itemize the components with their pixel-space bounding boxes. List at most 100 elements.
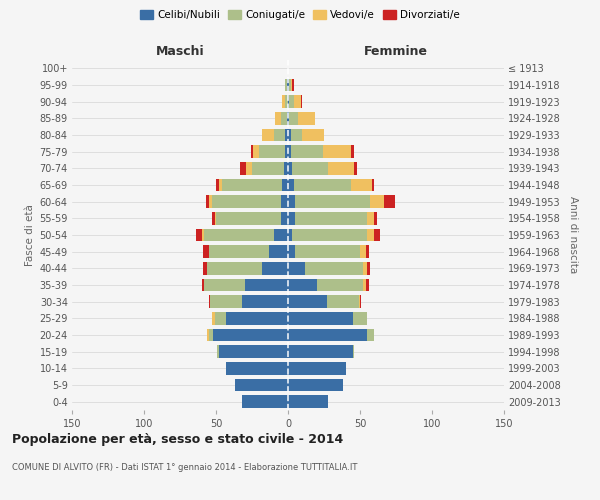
- Bar: [281, 112, 287, 124]
- Bar: [367, 329, 374, 341]
- Bar: [282, 179, 288, 192]
- Text: COMUNE DI ALVITO (FR) - Dati ISTAT 1° gennaio 2014 - Elaborazione TUTTITALIA.IT: COMUNE DI ALVITO (FR) - Dati ISTAT 1° ge…: [12, 462, 358, 471]
- Bar: [323, 146, 352, 158]
- Bar: [253, 146, 259, 158]
- Bar: [295, 246, 360, 258]
- Bar: [292, 162, 328, 174]
- Bar: [366, 279, 368, 291]
- Bar: [291, 146, 323, 158]
- Bar: [219, 179, 222, 192]
- Bar: [367, 262, 370, 274]
- Bar: [202, 279, 205, 291]
- Bar: [359, 296, 360, 308]
- Bar: [206, 196, 209, 208]
- Bar: [288, 246, 295, 258]
- Bar: [292, 79, 294, 92]
- Bar: [282, 96, 285, 108]
- Bar: [219, 346, 288, 358]
- Bar: [208, 329, 209, 341]
- Bar: [328, 162, 354, 174]
- Bar: [245, 279, 288, 291]
- Bar: [205, 279, 245, 291]
- Bar: [289, 96, 294, 108]
- Bar: [288, 262, 305, 274]
- Bar: [212, 196, 281, 208]
- Bar: [235, 379, 288, 391]
- Bar: [209, 196, 212, 208]
- Bar: [374, 229, 380, 241]
- Bar: [252, 162, 284, 174]
- Bar: [288, 96, 289, 108]
- Bar: [288, 346, 353, 358]
- Bar: [262, 129, 274, 141]
- Bar: [289, 112, 298, 124]
- Bar: [288, 129, 291, 141]
- Bar: [288, 296, 327, 308]
- Bar: [281, 196, 288, 208]
- Bar: [269, 246, 288, 258]
- Bar: [226, 312, 288, 324]
- Bar: [363, 279, 366, 291]
- Bar: [363, 262, 367, 274]
- Bar: [288, 396, 328, 408]
- Y-axis label: Fasce di età: Fasce di età: [25, 204, 35, 266]
- Bar: [246, 162, 252, 174]
- Bar: [226, 362, 288, 374]
- Bar: [285, 146, 288, 158]
- Bar: [209, 246, 269, 258]
- Bar: [274, 229, 288, 241]
- Bar: [242, 396, 288, 408]
- Bar: [288, 212, 295, 224]
- Bar: [285, 129, 288, 141]
- Bar: [209, 296, 210, 308]
- Bar: [212, 212, 215, 224]
- Bar: [208, 262, 262, 274]
- Bar: [301, 96, 302, 108]
- Bar: [370, 196, 385, 208]
- Bar: [305, 262, 363, 274]
- Legend: Celibi/Nubili, Coniugati/e, Vedovi/e, Divorziati/e: Celibi/Nubili, Coniugati/e, Vedovi/e, Di…: [139, 8, 461, 22]
- Bar: [295, 212, 367, 224]
- Bar: [217, 346, 219, 358]
- Bar: [298, 112, 316, 124]
- Y-axis label: Anni di nascita: Anni di nascita: [568, 196, 578, 274]
- Bar: [327, 296, 359, 308]
- Text: Femmine: Femmine: [364, 44, 428, 58]
- Bar: [287, 112, 288, 124]
- Bar: [295, 196, 370, 208]
- Bar: [353, 312, 367, 324]
- Bar: [353, 346, 354, 358]
- Bar: [281, 212, 288, 224]
- Bar: [203, 246, 209, 258]
- Bar: [205, 229, 274, 241]
- Bar: [374, 212, 377, 224]
- Bar: [215, 312, 226, 324]
- Bar: [288, 179, 294, 192]
- Bar: [288, 379, 343, 391]
- Bar: [288, 229, 292, 241]
- Bar: [294, 179, 352, 192]
- Bar: [213, 329, 288, 341]
- Bar: [360, 296, 361, 308]
- Bar: [352, 146, 354, 158]
- Bar: [203, 262, 208, 274]
- Bar: [288, 362, 346, 374]
- Text: Maschi: Maschi: [155, 44, 205, 58]
- Bar: [251, 146, 253, 158]
- Bar: [216, 179, 219, 192]
- Bar: [288, 329, 367, 341]
- Bar: [259, 146, 285, 158]
- Bar: [284, 162, 288, 174]
- Bar: [285, 79, 287, 92]
- Bar: [288, 312, 353, 324]
- Bar: [242, 296, 288, 308]
- Bar: [294, 96, 301, 108]
- Bar: [292, 229, 367, 241]
- Bar: [288, 196, 295, 208]
- Bar: [196, 229, 202, 241]
- Bar: [202, 229, 205, 241]
- Bar: [285, 96, 288, 108]
- Bar: [289, 79, 291, 92]
- Bar: [367, 229, 374, 241]
- Bar: [360, 246, 366, 258]
